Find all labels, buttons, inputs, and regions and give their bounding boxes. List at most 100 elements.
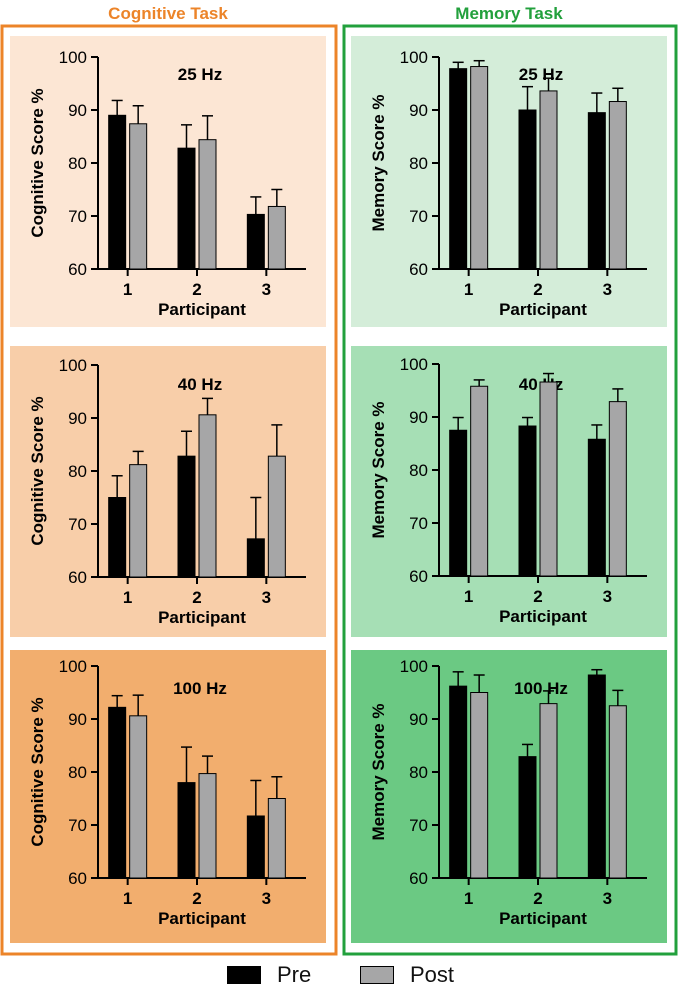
x-axis-label: Participant xyxy=(499,300,587,319)
y-tick-label: 70 xyxy=(409,816,428,835)
x-tick-label: 1 xyxy=(464,280,473,299)
y-tick-label: 60 xyxy=(409,260,428,279)
bar-pre-participant-1 xyxy=(108,114,127,270)
cognitive-task-frame xyxy=(0,24,338,956)
panel-title: 25 Hz xyxy=(519,65,563,84)
y-tick-label: 80 xyxy=(409,763,428,782)
y-tick-label: 80 xyxy=(409,154,428,173)
memory-100hz-panel: 60 70 80 90 100 Memory Score % 100 Hz 1 2 3 Partic… xyxy=(351,650,667,943)
y-tick-label: 90 xyxy=(409,408,428,427)
bar-pre-participant-3 xyxy=(246,815,265,879)
memory-task-frame xyxy=(342,24,678,956)
y-tick-label: 100 xyxy=(59,356,87,375)
bar-post-participant-3 xyxy=(608,705,627,879)
y-tick-label: 70 xyxy=(409,514,428,533)
bar-post-participant-3 xyxy=(608,401,627,577)
bar-post-participant-3 xyxy=(608,101,627,270)
bar-post-participant-2 xyxy=(539,703,558,879)
cognitive-100hz-panel: 60 70 80 90 100 Cognitive Score % 100 Hz 1 2 3 Par… xyxy=(10,650,326,943)
bar-pre-participant-3 xyxy=(246,213,265,270)
y-tick-label: 60 xyxy=(68,568,87,587)
panel-title: 100 Hz xyxy=(514,679,568,698)
cognitive-25hz-background xyxy=(10,36,326,327)
x-tick-label: 1 xyxy=(123,889,132,908)
y-axis-label: Memory Score % xyxy=(369,402,388,539)
y-tick-label: 60 xyxy=(68,260,87,279)
y-tick-label: 80 xyxy=(68,763,87,782)
panel-title: 40 Hz xyxy=(178,375,222,394)
bar-pre-participant-2 xyxy=(518,756,537,879)
bar-post-participant-2 xyxy=(198,414,217,578)
cognitive-25hz-panel: 60 70 80 90 100 Cognitive Score % 25 Hz 1 2 3 Part… xyxy=(10,36,326,327)
y-tick-label: 60 xyxy=(68,869,87,888)
bar-pre-participant-3 xyxy=(587,674,606,879)
y-axis-label: Cognitive Score % xyxy=(28,88,47,237)
y-tick-label: 100 xyxy=(400,355,428,374)
y-tick-label: 90 xyxy=(68,409,87,428)
legend-label-post: Post xyxy=(410,962,455,987)
x-tick-label: 3 xyxy=(262,280,271,299)
x-tick-label: 1 xyxy=(464,889,473,908)
bar-post-participant-2 xyxy=(198,773,217,879)
legend-label-pre: Pre xyxy=(277,962,312,987)
bar-post-participant-1 xyxy=(129,715,148,879)
bar-pre-participant-3 xyxy=(587,438,606,577)
bar-pre-participant-2 xyxy=(177,455,196,578)
y-tick-label: 100 xyxy=(400,657,428,676)
x-tick-label: 2 xyxy=(192,280,201,299)
legend-swatch-post xyxy=(360,966,394,984)
y-tick-label: 100 xyxy=(59,657,87,676)
y-tick-label: 80 xyxy=(68,462,87,481)
y-axis-label: Cognitive Score % xyxy=(28,396,47,545)
x-axis-label: Participant xyxy=(499,909,587,928)
bar-pre-participant-1 xyxy=(108,706,127,879)
y-tick-label: 100 xyxy=(400,48,428,67)
bar-post-participant-1 xyxy=(470,66,489,270)
y-tick-label: 80 xyxy=(409,461,428,480)
x-axis-label: Participant xyxy=(158,909,246,928)
y-tick-label: 90 xyxy=(68,101,87,120)
y-tick-label: 60 xyxy=(409,869,428,888)
x-tick-label: 3 xyxy=(262,588,271,607)
y-tick-label: 80 xyxy=(68,154,87,173)
y-axis-label: Memory Score % xyxy=(369,95,388,232)
bar-post-participant-2 xyxy=(198,139,217,270)
bar-pre-participant-3 xyxy=(587,112,606,270)
bar-post-participant-3 xyxy=(267,455,286,578)
y-tick-label: 100 xyxy=(59,48,87,67)
x-axis-label: Participant xyxy=(158,300,246,319)
bar-post-participant-1 xyxy=(129,464,148,578)
x-axis-label: Participant xyxy=(499,607,587,626)
y-tick-label: 90 xyxy=(409,101,428,120)
x-tick-label: 1 xyxy=(123,588,132,607)
x-tick-label: 2 xyxy=(533,280,542,299)
bar-post-participant-2 xyxy=(539,90,558,270)
y-tick-label: 60 xyxy=(409,567,428,586)
bar-pre-participant-2 xyxy=(177,782,196,879)
bar-pre-participant-1 xyxy=(449,685,468,879)
bar-pre-participant-1 xyxy=(108,497,127,578)
y-axis-label: Cognitive Score % xyxy=(28,697,47,846)
x-tick-label: 3 xyxy=(262,889,271,908)
y-tick-label: 90 xyxy=(409,710,428,729)
cognitive-100hz-background xyxy=(10,650,326,943)
bar-pre-participant-1 xyxy=(449,68,468,270)
bar-pre-participant-2 xyxy=(518,109,537,270)
x-tick-label: 2 xyxy=(533,889,542,908)
y-tick-label: 70 xyxy=(68,515,87,534)
x-tick-label: 1 xyxy=(123,280,132,299)
x-tick-label: 3 xyxy=(603,280,612,299)
bar-post-participant-1 xyxy=(470,692,489,879)
bar-pre-participant-2 xyxy=(177,147,196,270)
x-tick-label: 2 xyxy=(192,588,201,607)
x-tick-label: 2 xyxy=(533,587,542,606)
panel-title: 100 Hz xyxy=(173,679,227,698)
bar-post-participant-2 xyxy=(539,381,558,577)
bar-pre-participant-1 xyxy=(449,429,468,577)
x-tick-label: 2 xyxy=(192,889,201,908)
y-tick-label: 70 xyxy=(68,207,87,226)
y-tick-label: 70 xyxy=(409,207,428,226)
bar-pre-participant-3 xyxy=(246,538,265,578)
bar-post-participant-1 xyxy=(470,385,489,577)
